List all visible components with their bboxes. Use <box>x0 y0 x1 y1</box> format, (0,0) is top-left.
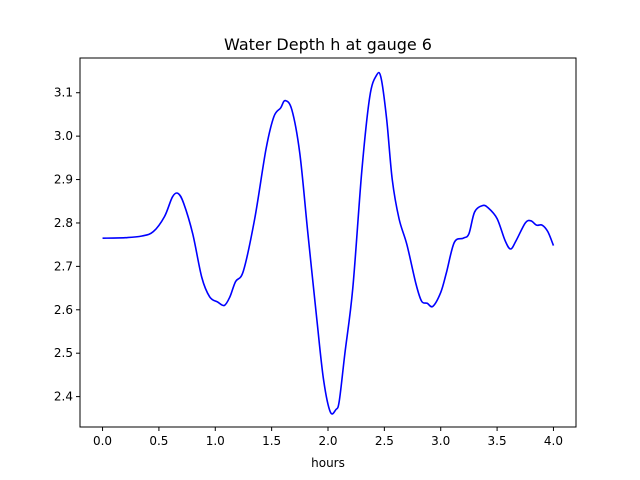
y-tick-label: 2.4 <box>54 390 73 404</box>
plot-area <box>102 71 555 415</box>
y-tick-label: 2.6 <box>54 303 73 317</box>
y-tick-label: 3.0 <box>54 129 73 143</box>
x-tick-label: 2.5 <box>375 434 394 448</box>
x-tick-label: 4.0 <box>544 434 563 448</box>
y-axis: 2.4 2.5 2.6 2.7 2.8 2.9 3.0 3.1 <box>54 86 80 404</box>
x-axis-label: hours <box>311 456 345 470</box>
x-tick-label: 3.0 <box>431 434 450 448</box>
y-tick-label: 2.7 <box>54 259 73 273</box>
x-tick-label: 1.0 <box>206 434 225 448</box>
axes-frame <box>79 57 577 428</box>
x-tick-label: 3.5 <box>488 434 507 448</box>
x-tick-label: 2.0 <box>318 434 337 448</box>
x-tick-label: 0.0 <box>93 434 112 448</box>
y-tick-label: 3.1 <box>54 86 73 100</box>
x-tick-label: 0.5 <box>149 434 168 448</box>
x-tick-label: 1.5 <box>262 434 281 448</box>
series-line <box>102 71 555 415</box>
chart-title: Water Depth h at gauge 6 <box>224 35 432 54</box>
y-tick-label: 2.8 <box>54 216 73 230</box>
x-axis: 0.0 0.5 1.0 1.5 2.0 2.5 3.0 3.5 4.0 <box>93 427 563 448</box>
y-tick-label: 2.9 <box>54 173 73 187</box>
y-tick-label: 2.5 <box>54 346 73 360</box>
